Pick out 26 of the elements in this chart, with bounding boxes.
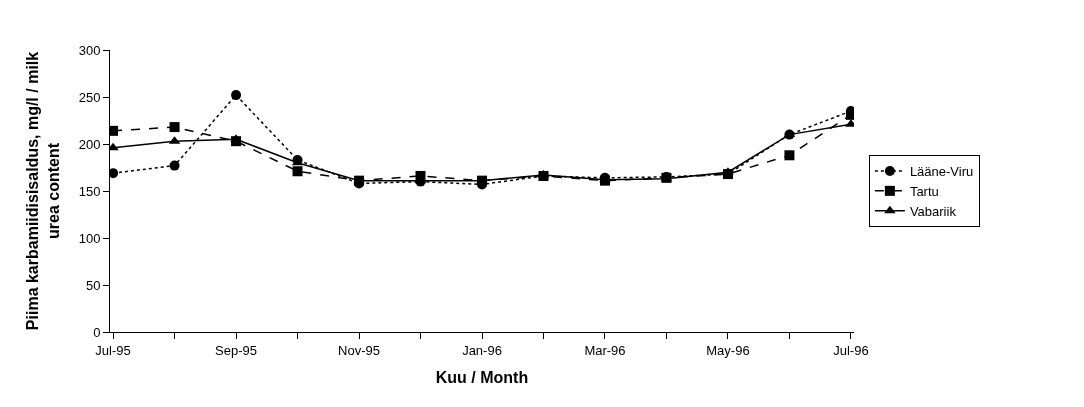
y-tick-label: 150 — [78, 183, 101, 199]
x-axis-title: Kuu / Month — [435, 369, 529, 387]
x-tick-label: Nov-95 — [338, 342, 380, 358]
x-tick-label: Jul-95 — [95, 342, 131, 358]
x-tick-label: Jan-96 — [462, 342, 502, 358]
y-tick-label: 200 — [78, 136, 101, 152]
point — [110, 168, 119, 179]
legend-label: Tartu — [909, 183, 939, 199]
x-tick-label: May-96 — [706, 342, 750, 358]
y-tick-label: 0 — [93, 324, 101, 340]
y-tick-label: 250 — [78, 89, 101, 105]
point — [231, 90, 242, 101]
y-tick-label: 300 — [78, 42, 101, 58]
x-tick-label: Sep-95 — [215, 342, 258, 358]
y-axis-title: Piima karbamiidisisaldus, mg/l / milk urea content — [23, 51, 62, 331]
y-tick-label: 100 — [78, 230, 101, 246]
legend-label: Vabariik — [909, 203, 957, 219]
point — [169, 122, 180, 133]
point — [110, 125, 119, 136]
x-tick-label: Mar-96 — [584, 342, 626, 358]
x-tick-label: Jul-96 — [833, 342, 869, 358]
legend-label: Lääne-Viru — [909, 164, 974, 180]
point — [784, 150, 795, 161]
point — [292, 166, 303, 177]
point — [169, 160, 180, 171]
y-tick-label: 50 — [85, 277, 101, 293]
